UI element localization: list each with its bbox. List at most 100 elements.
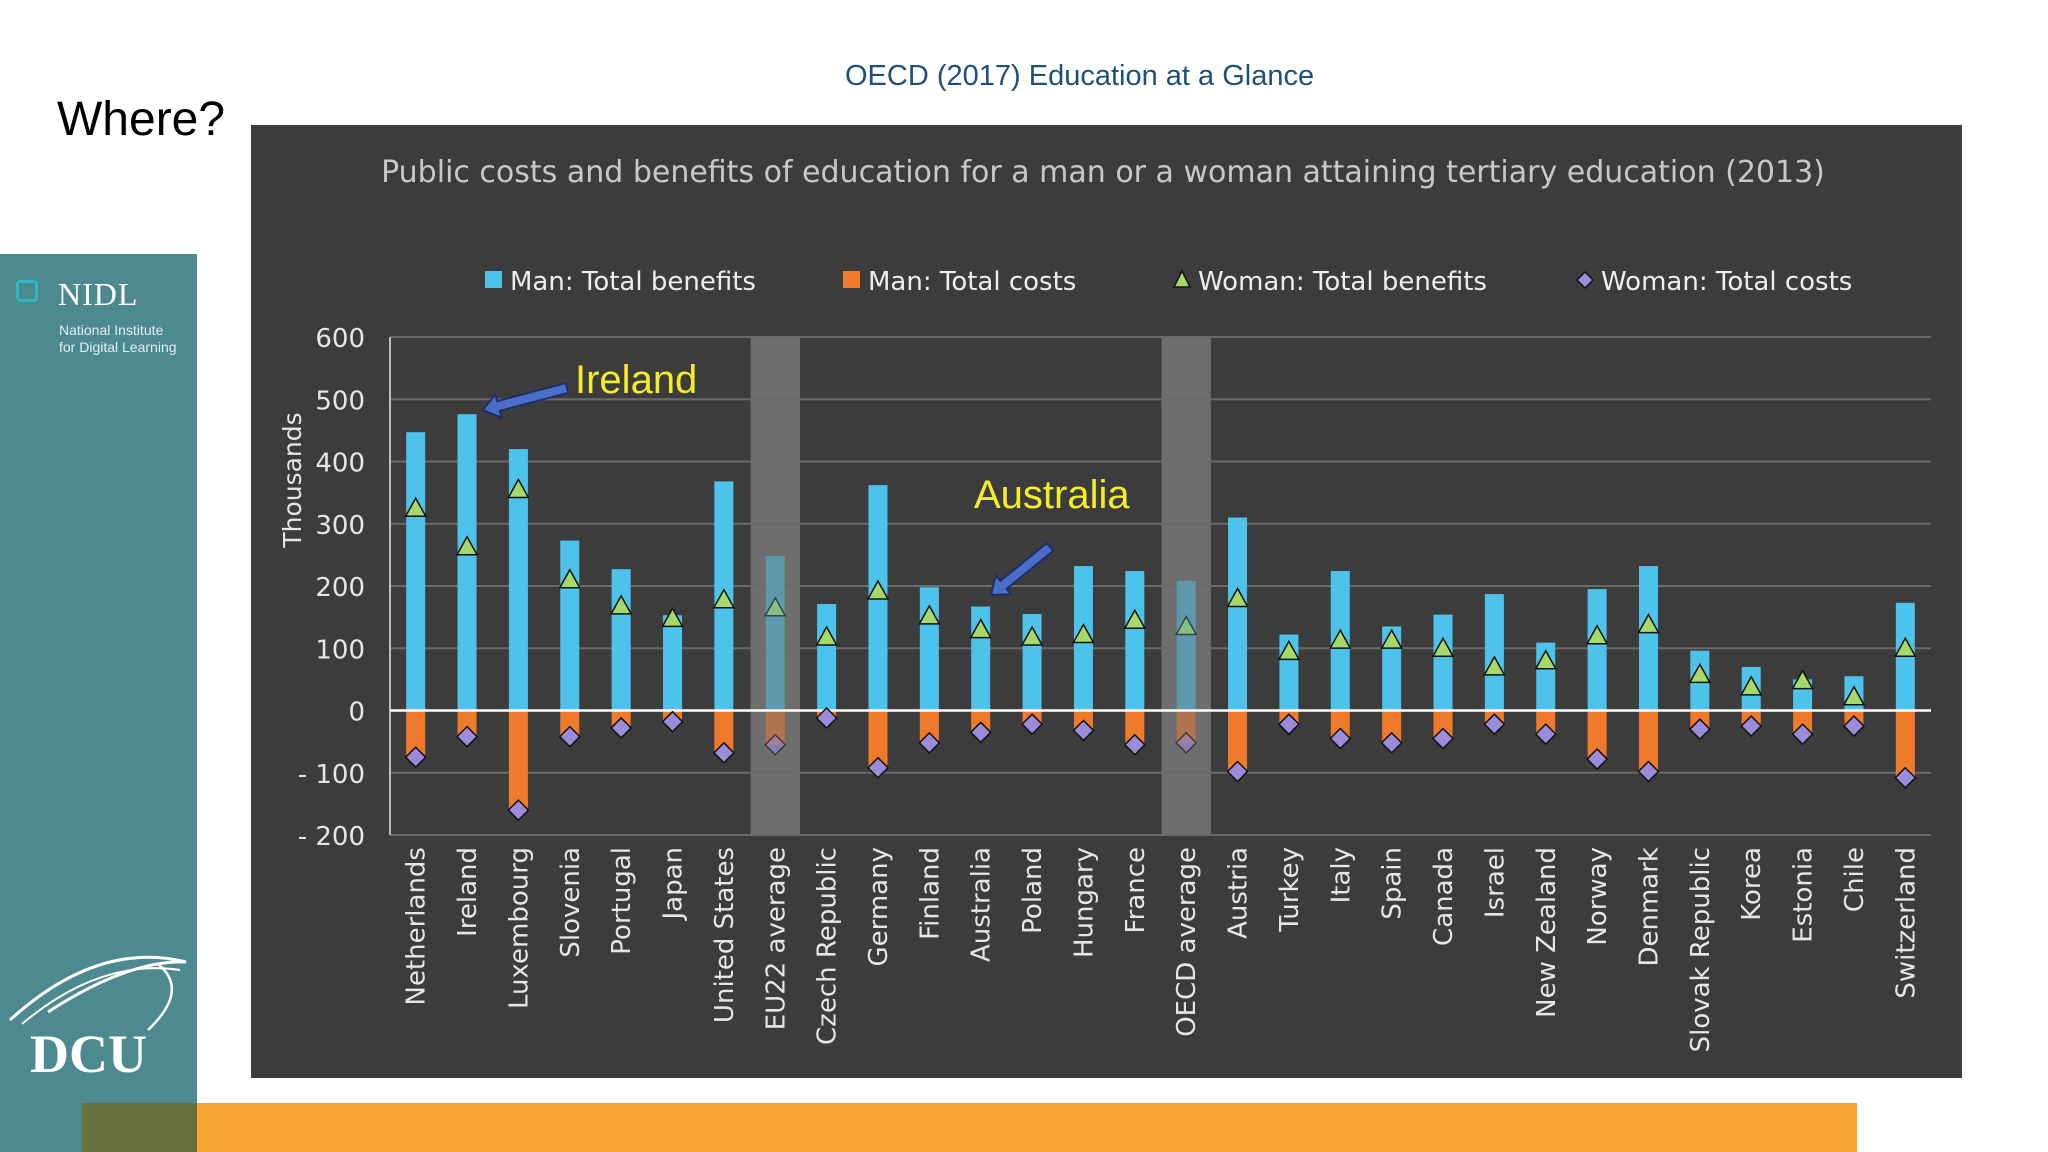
marker-woman-costs-japan — [661, 710, 684, 733]
bar-man-benefits-ireland — [457, 414, 477, 711]
bar-man-benefits-netherlands — [406, 432, 426, 711]
x-tick-label-oecd-average: OECD average — [1172, 847, 1202, 1037]
y-tick-label-0: 0 — [348, 698, 365, 728]
dcu-name: DCU — [30, 1024, 147, 1080]
legend-label-woman-total-costs: Woman: Total costs — [1601, 267, 1852, 297]
x-tick-label-korea: Korea — [1737, 847, 1767, 921]
x-tick-label-italy: Italy — [1326, 847, 1356, 903]
bar-man-costs-slovenia — [560, 710, 580, 737]
marker-woman-costs-italy — [1329, 727, 1352, 750]
marker-woman-costs-ireland — [455, 725, 479, 748]
bar-man-costs-italy — [1330, 710, 1350, 739]
y-tick-label-600: 600 — [315, 324, 365, 354]
dcu-swoosh-icon — [8, 955, 187, 1022]
marker-woman-costs-czech-republic — [815, 706, 838, 730]
marker-woman-benefits-slovak-republic — [1688, 662, 1712, 684]
marker-woman-costs-chile — [1842, 715, 1866, 738]
legend-swatch-woman-total-costs — [1575, 270, 1595, 290]
marker-woman-benefits-austria — [1226, 586, 1249, 608]
nidl-subtitle-line1: National Institute — [59, 322, 164, 338]
marker-woman-benefits-hungary — [1072, 623, 1095, 644]
marker-woman-costs-korea — [1740, 715, 1763, 738]
source-citation: OECD (2017) Education at a Glance — [845, 60, 1315, 92]
x-tick-label-denmark: Denmark — [1634, 847, 1664, 967]
legend-label-man-total-costs: Man: Total costs — [868, 267, 1076, 297]
x-tick-label-switzerland: Switzerland — [1891, 847, 1921, 999]
marker-woman-benefits-germany — [866, 579, 890, 600]
marker-woman-benefits-oecd-average — [1174, 614, 1198, 636]
marker-woman-benefits-turkey — [1277, 639, 1301, 661]
x-tick-label-france: France — [1121, 847, 1151, 933]
bar-man-costs-norway — [1587, 710, 1607, 760]
y-tick-label-400: 400 — [315, 449, 365, 479]
marker-woman-costs-germany — [866, 756, 890, 779]
x-tick-label-israel: Israel — [1480, 847, 1510, 918]
marker-woman-costs-canada — [1431, 727, 1455, 750]
x-tick-label-luxembourg: Luxembourg — [504, 847, 534, 1009]
annotation-arrow-australia — [989, 541, 1055, 597]
slide-title: Where? — [57, 93, 226, 146]
y-tick-label-100: - 100 — [298, 760, 365, 790]
marker-woman-costs-luxembourg — [507, 799, 530, 822]
bar-man-costs-finland — [919, 710, 939, 743]
marker-woman-benefits-chile — [1842, 685, 1866, 706]
marker-woman-costs-switzerland — [1894, 766, 1917, 789]
bar-man-benefits-luxembourg — [508, 449, 528, 711]
marker-woman-benefits-new-zealand — [1534, 649, 1558, 670]
marker-woman-costs-estonia — [1791, 723, 1814, 746]
marker-woman-benefits-finland — [918, 604, 941, 625]
bar-man-benefits-austria — [1228, 517, 1248, 711]
marker-woman-costs-slovak-republic — [1688, 718, 1711, 741]
bar-man-costs-eu22-average — [765, 710, 785, 745]
annotation-label-australia: Australia — [974, 473, 1130, 517]
x-tick-label-spain: Spain — [1378, 847, 1408, 920]
marker-woman-costs-spain — [1380, 731, 1403, 754]
bar-man-costs-austria — [1228, 710, 1248, 772]
marker-woman-benefits-switzerland — [1894, 636, 1917, 657]
legend-label-woman-total-benefits: Woman: Total benefits — [1198, 267, 1487, 297]
bar-man-benefits-japan — [663, 615, 683, 711]
bar-man-costs-ireland — [457, 710, 477, 737]
chart: Public costs and benefits of education f… — [278, 155, 1931, 1052]
marker-woman-costs-united-states — [712, 741, 735, 764]
marker-woman-costs-france — [1123, 733, 1146, 756]
marker-woman-costs-oecd-average — [1175, 731, 1198, 754]
bar-man-costs-spain — [1382, 710, 1402, 743]
y-tick-label-100: 100 — [315, 635, 365, 665]
x-tick-label-norway: Norway — [1583, 847, 1613, 946]
legend-swatch-woman-total-benefits — [1172, 269, 1192, 288]
nidl-subtitle-line2: for Digital Learning — [59, 339, 177, 355]
bar-man-costs-denmark — [1638, 710, 1658, 772]
marker-woman-benefits-united-states — [712, 588, 736, 609]
annotation-label-ireland: Ireland — [575, 358, 697, 402]
bottom-accent-bar — [82, 1103, 1857, 1152]
x-tick-label-united-states: United States — [710, 847, 740, 1023]
marker-woman-benefits-france — [1123, 608, 1147, 629]
marker-woman-costs-australia — [969, 721, 992, 744]
x-tick-label-finland: Finland — [915, 847, 945, 940]
marker-woman-benefits-portugal — [609, 594, 633, 615]
marker-woman-costs-denmark — [1637, 760, 1660, 783]
bar-man-benefits-oecd-average — [1176, 581, 1196, 711]
chart-panel: Public costs and benefits of education f… — [251, 125, 1962, 1078]
y-axis-label: Thousands — [278, 412, 307, 548]
marker-woman-benefits-czech-republic — [815, 625, 838, 646]
marker-woman-benefits-italy — [1329, 628, 1352, 649]
x-tick-label-austria: Austria — [1224, 847, 1254, 939]
x-tick-label-new-zealand: New Zealand — [1532, 847, 1562, 1018]
marker-woman-costs-eu22-average — [764, 733, 787, 756]
marker-woman-costs-portugal — [610, 716, 633, 739]
bar-man-costs-france — [1125, 710, 1145, 745]
y-tick-label-200: - 200 — [298, 822, 365, 852]
nidl-subtitle: National Institute for Digital Learning — [59, 322, 177, 356]
x-tick-label-chile: Chile — [1840, 847, 1870, 912]
marker-woman-costs-poland — [1021, 713, 1044, 736]
bar-man-benefits-eu22-average — [765, 556, 785, 711]
bar-man-benefits-norway — [1587, 589, 1607, 711]
x-tick-label-czech-republic: Czech Republic — [813, 847, 843, 1045]
x-tick-label-netherlands: Netherlands — [402, 847, 432, 1006]
bar-man-benefits-czech-republic — [817, 604, 837, 711]
bar-man-costs-united-states — [714, 710, 734, 753]
x-tick-label-australia: Australia — [967, 847, 997, 962]
marker-woman-costs-slovenia — [558, 725, 581, 748]
